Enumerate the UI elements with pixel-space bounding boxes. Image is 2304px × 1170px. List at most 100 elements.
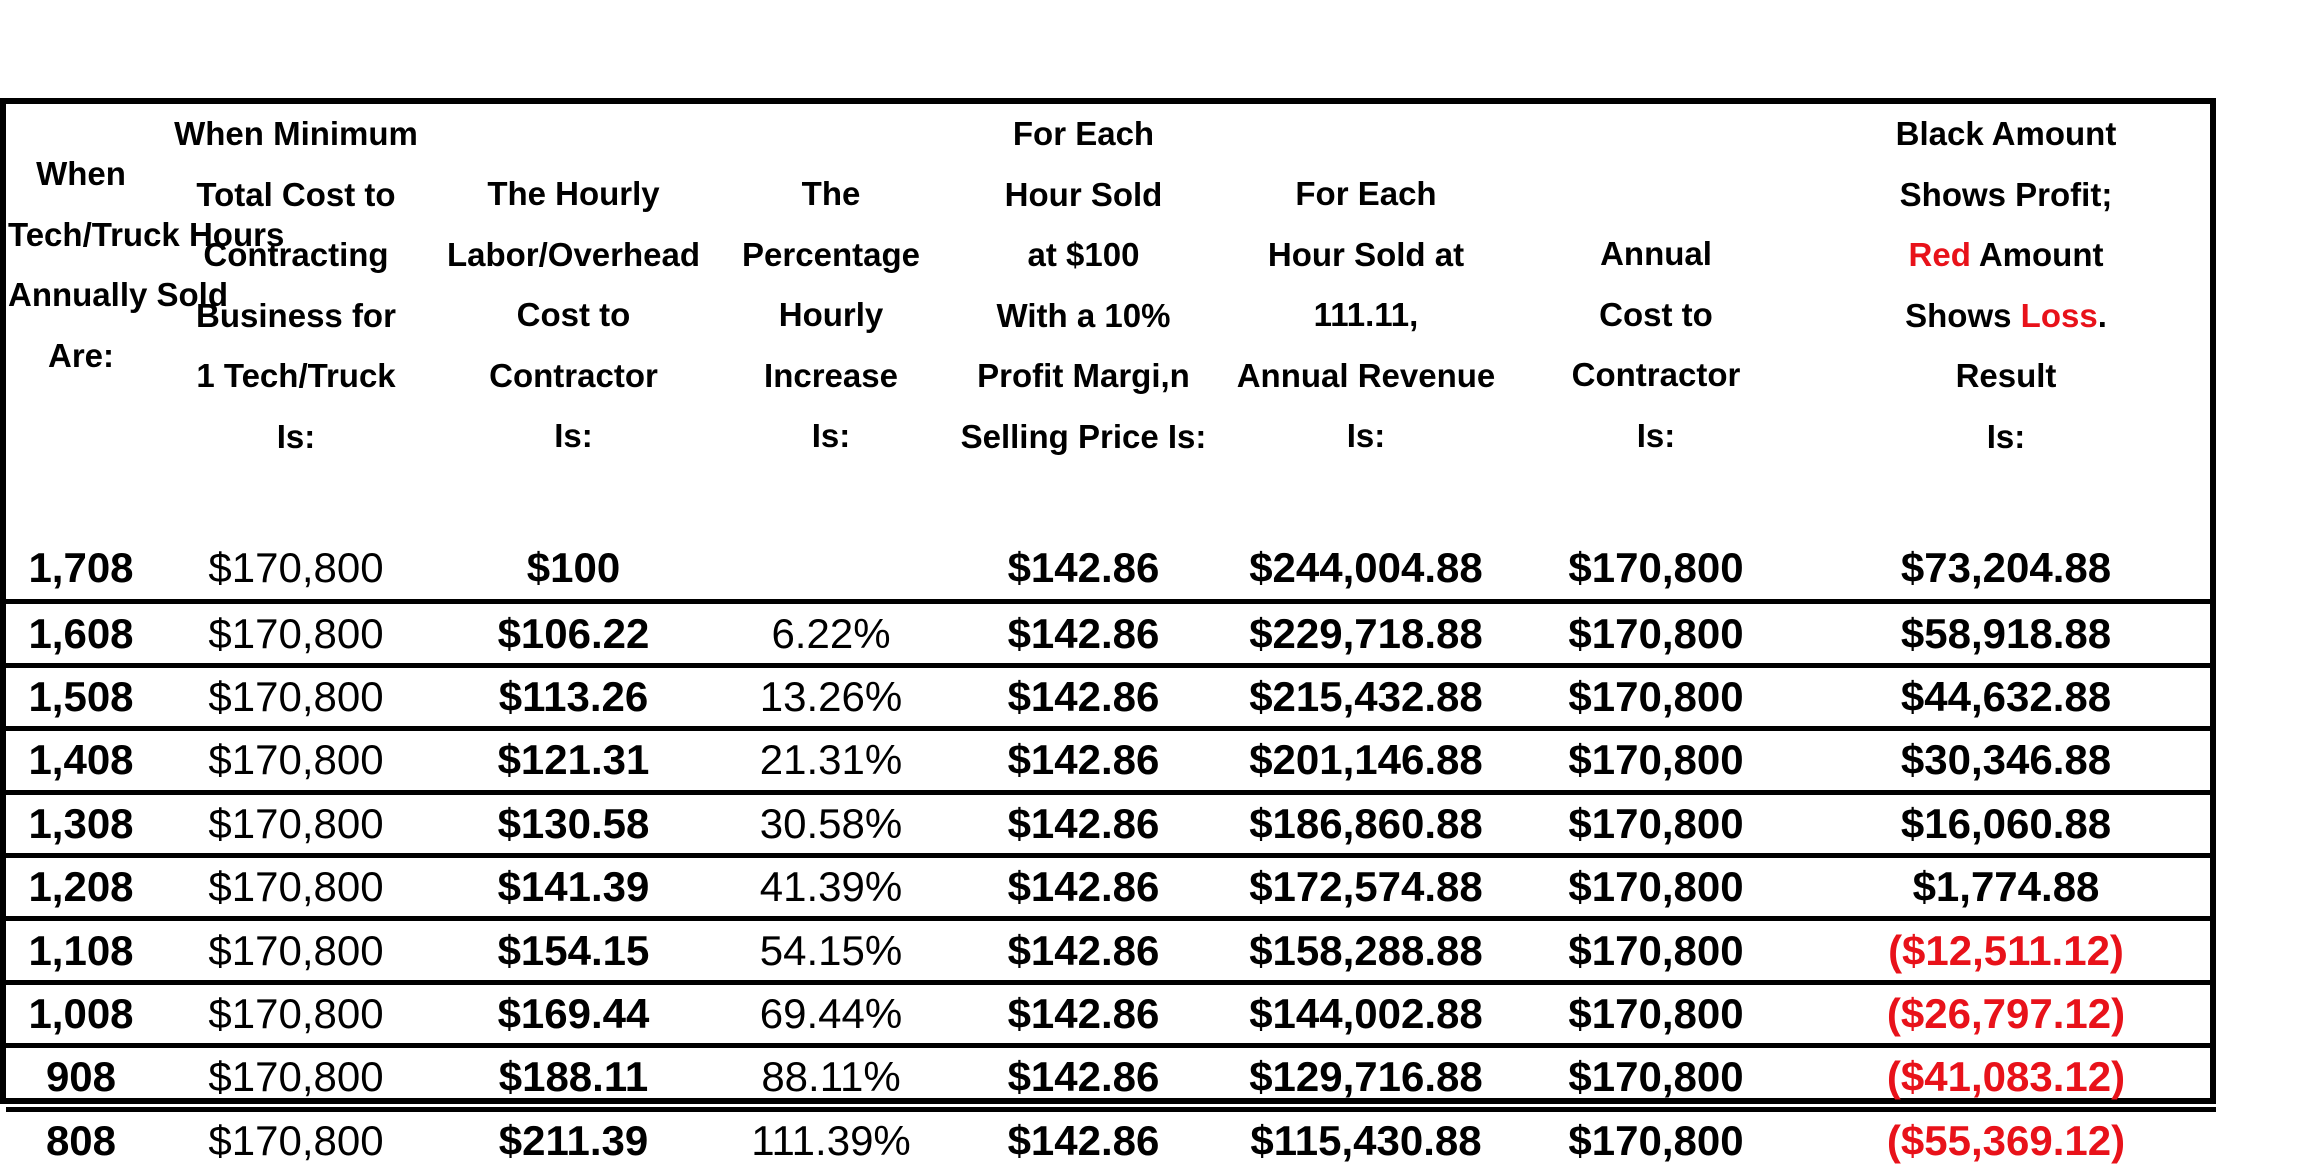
header-line: Labor/Overhead: [446, 235, 701, 273]
header-line: With a 10%: [996, 296, 1171, 334]
header-total-cost: When Minimum Total Cost to Contracting B…: [156, 104, 436, 536]
red-word: Red: [1908, 236, 1971, 273]
annual-cost-cell: $170,800: [1516, 1106, 1796, 1170]
result-cell: $58,918.88: [1796, 599, 2216, 662]
hourly-cost-cell: $141.39: [436, 852, 711, 916]
header-line: Cost to: [1599, 295, 1713, 333]
header-annual-cost: Annual Cost to Contractor Is:: [1516, 104, 1796, 536]
annual-revenue-cell: $158,288.88: [1216, 916, 1516, 979]
header-line: Annual Revenue: [1236, 356, 1496, 394]
header-line: The Hourly: [487, 175, 660, 212]
result-cell: ($41,083.12): [1796, 1043, 2216, 1106]
header-line: Is:: [276, 417, 316, 455]
hours-cell: 1,308: [6, 789, 156, 853]
annual-cost-cell: $170,800: [1516, 662, 1796, 726]
result-cell: $16,060.88: [1796, 789, 2216, 853]
header-annual-revenue: For Each Hour Sold at 111.11, Annual Rev…: [1216, 104, 1516, 536]
header-line: Contractor: [489, 356, 658, 394]
hours-cell: 1,408: [6, 726, 156, 789]
header-line: Is:: [811, 417, 851, 454]
pct-increase-cell: 30.58%: [711, 789, 951, 853]
header-line: Hour Sold at: [1267, 235, 1465, 273]
annual-cost-cell: $170,800: [1568, 543, 1744, 591]
total-cost-cell: $170,800: [156, 789, 436, 853]
header-line: Shows Profit;: [1899, 175, 2113, 213]
hourly-cost-cell: $211.39: [436, 1106, 711, 1170]
selling-price-cell: $142.86: [1007, 543, 1160, 591]
header-line: Total Cost to: [196, 175, 396, 213]
annual-revenue-cell: $172,574.88: [1216, 852, 1516, 916]
hours-cell: 1,208: [6, 852, 156, 916]
selling-price-cell: $142.86: [951, 1106, 1216, 1170]
hourly-cost-cell: $169.44: [436, 979, 711, 1043]
annual-cost-cell: $170,800: [1516, 1043, 1796, 1106]
hours-cell: 1,008: [6, 979, 156, 1043]
hourly-cost-cell: $121.31: [436, 726, 711, 789]
hours-cell: 908: [6, 1043, 156, 1106]
header-line-text: .: [2097, 296, 2107, 334]
annual-cost-cell: $170,800: [1516, 852, 1796, 916]
total-cost-cell: $170,800: [156, 1106, 436, 1170]
hourly-cost-cell: $106.22: [436, 599, 711, 662]
annual-cost-cell: $170,800: [1516, 599, 1796, 662]
header-line: 111.11,: [1313, 296, 1419, 333]
selling-price-cell: $142.86: [951, 726, 1216, 789]
selling-price-cell: $142.86: [951, 789, 1216, 853]
header-line: at $100: [1027, 236, 1140, 273]
hourly-cost-cell: $154.15: [436, 916, 711, 979]
header-line: Are:: [47, 336, 115, 374]
annual-revenue-cell: $244,004.88: [1249, 543, 1483, 591]
annual-cost-cell: $170,800: [1516, 916, 1796, 979]
header-line: For Each: [1012, 115, 1155, 152]
pct-increase-cell: 21.31%: [711, 726, 951, 789]
header-line: Is:: [1346, 417, 1386, 454]
annual-revenue-cell: $129,716.88: [1216, 1043, 1516, 1106]
hourly-cost-cell: $130.58: [436, 789, 711, 853]
header-line: Hour Sold: [1004, 175, 1163, 213]
pct-increase-cell: 88.11%: [711, 1043, 951, 1106]
header-line-text: Amount: [1978, 236, 2104, 273]
annual-revenue-cell: $201,146.88: [1216, 726, 1516, 789]
annual-revenue-cell: $144,002.88: [1216, 979, 1516, 1043]
result-cell: ($55,369.12): [1796, 1106, 2216, 1170]
pct-increase-cell: 41.39%: [711, 852, 951, 916]
annual-revenue-cell: $215,432.88: [1216, 662, 1516, 726]
loss-word: Loss: [2020, 296, 2098, 334]
header-line: When: [36, 155, 126, 192]
header-line: The: [801, 175, 861, 212]
result-cell: $1,774.88: [1796, 852, 2216, 916]
annual-cost-cell: $170,800: [1516, 726, 1796, 789]
result-cell: $30,346.88: [1796, 726, 2216, 789]
hours-cell: 1,708: [28, 543, 134, 591]
annual-revenue-cell: $186,860.88: [1216, 789, 1516, 853]
hourly-cost-cell: $188.11: [436, 1043, 711, 1106]
result-cell: ($26,797.12): [1796, 979, 2216, 1043]
header-line-shows-loss: Shows Loss.: [1798, 286, 2214, 347]
hours-cell: 1,508: [6, 662, 156, 726]
annual-revenue-cell: $115,430.88: [1216, 1106, 1516, 1170]
annual-cost-cell: $170,800: [1516, 979, 1796, 1043]
result-cell: $73,204.88: [1900, 543, 2112, 591]
header-line: Business for: [196, 296, 396, 334]
selling-price-cell: $142.86: [951, 979, 1216, 1043]
header-hours-sold: When Tech/Truck Hours Annually Sold Are:: [6, 104, 284, 536]
result-cell: $44,632.88: [1796, 662, 2216, 726]
header-line: When Minimum: [174, 115, 418, 152]
selling-price-cell: $142.86: [951, 662, 1216, 726]
hours-cell: 808: [6, 1106, 156, 1170]
header-hourly-cost: The Hourly Labor/Overhead Cost to Contra…: [436, 104, 711, 536]
hourly-cost-cell: $100: [526, 543, 621, 591]
total-cost-cell: $170,800: [208, 543, 384, 591]
pct-increase-cell: 69.44%: [711, 979, 951, 1043]
header-line: Result: [1955, 357, 2057, 394]
header-result: Black Amount Shows Profit; Red Amount Sh…: [1796, 104, 2216, 536]
pct-increase-cell: 13.26%: [711, 662, 951, 726]
header-line: Contracting: [203, 236, 389, 273]
header-line: Is:: [1986, 417, 2026, 455]
total-cost-cell: $170,800: [156, 662, 436, 726]
pct-increase-cell: [711, 536, 951, 599]
pct-increase-cell: 111.39%: [711, 1106, 951, 1170]
total-cost-cell: $170,800: [156, 1043, 436, 1106]
header-line: Selling Price Is:: [960, 417, 1207, 455]
selling-price-cell: $142.86: [951, 599, 1216, 662]
